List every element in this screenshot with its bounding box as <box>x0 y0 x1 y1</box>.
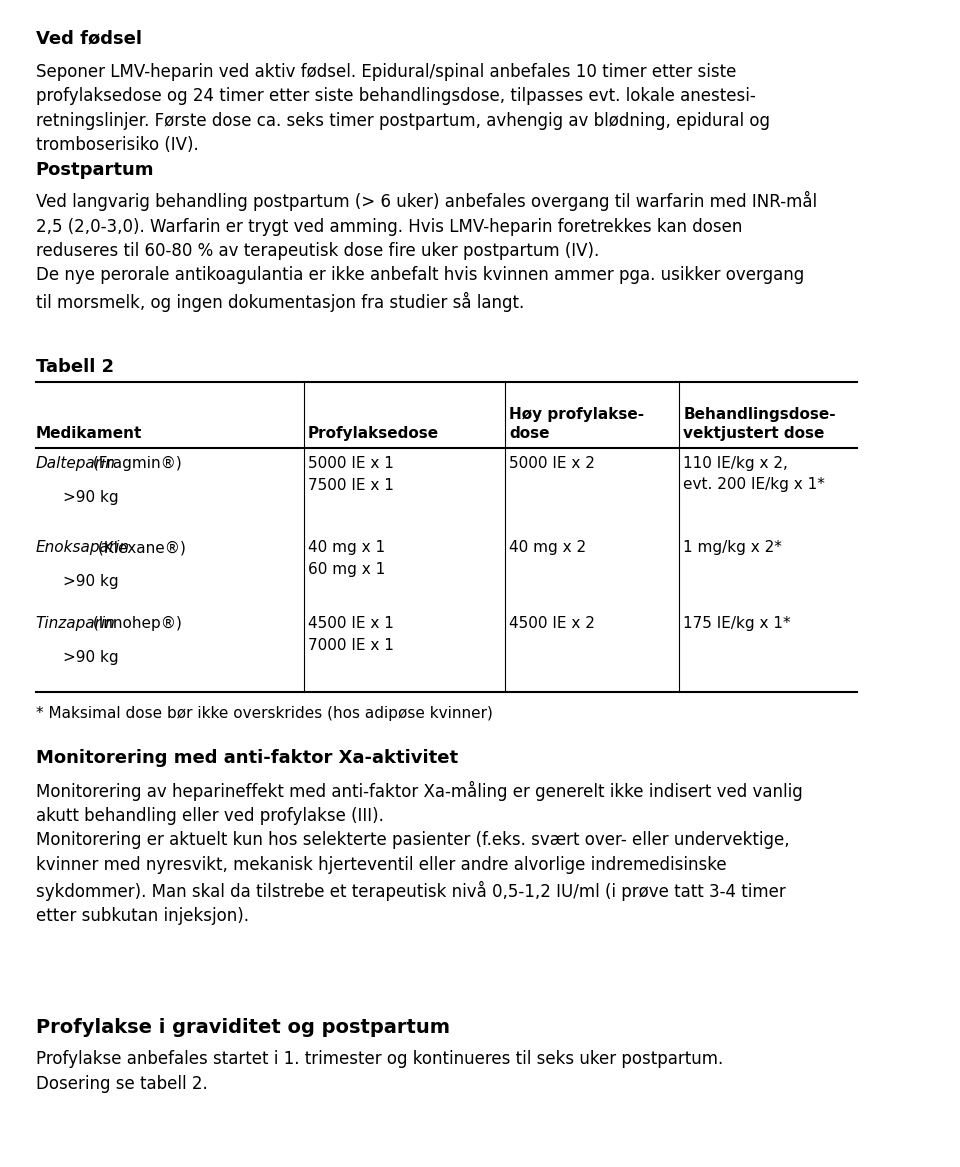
Text: 4500 IE x 1
7000 IE x 1: 4500 IE x 1 7000 IE x 1 <box>308 616 394 652</box>
Text: 175 IE/kg x 1*: 175 IE/kg x 1* <box>684 616 791 631</box>
Text: >90 kg: >90 kg <box>62 574 118 589</box>
Text: Profylakse i graviditet og postpartum: Profylakse i graviditet og postpartum <box>36 1018 449 1036</box>
Text: 4500 IE x 2: 4500 IE x 2 <box>509 616 595 631</box>
Text: Postpartum: Postpartum <box>36 161 155 179</box>
Text: 40 mg x 1
60 mg x 1: 40 mg x 1 60 mg x 1 <box>308 540 385 576</box>
Text: 5000 IE x 1
7500 IE x 1: 5000 IE x 1 7500 IE x 1 <box>308 456 394 492</box>
Text: Ved fødsel: Ved fødsel <box>36 29 142 47</box>
Text: Monitorering med anti-faktor Xa-aktivitet: Monitorering med anti-faktor Xa-aktivite… <box>36 749 458 767</box>
Text: 110 IE/kg x 2,
evt. 200 IE/kg x 1*: 110 IE/kg x 2, evt. 200 IE/kg x 1* <box>684 456 825 491</box>
Text: (Klexane®): (Klexane®) <box>93 540 185 555</box>
Text: Monitorering av heparineffekt med anti-faktor Xa-måling er generelt ikke indiser: Monitorering av heparineffekt med anti-f… <box>36 781 803 925</box>
Text: Profylakse anbefales startet i 1. trimester og kontinueres til seks uker postpar: Profylakse anbefales startet i 1. trimes… <box>36 1050 723 1092</box>
Text: (Innohep®): (Innohep®) <box>87 616 181 631</box>
Text: 1 mg/kg x 2*: 1 mg/kg x 2* <box>684 540 782 555</box>
Text: Behandlingsdose-
vektjustert dose: Behandlingsdose- vektjustert dose <box>684 407 836 441</box>
Text: >90 kg: >90 kg <box>62 650 118 665</box>
Text: 40 mg x 2: 40 mg x 2 <box>509 540 587 555</box>
Text: Profylaksedose: Profylaksedose <box>308 426 440 441</box>
Text: Tabell 2: Tabell 2 <box>36 358 114 376</box>
Text: 5000 IE x 2: 5000 IE x 2 <box>509 456 595 471</box>
Text: Høy profylakse-
dose: Høy profylakse- dose <box>509 407 644 441</box>
Text: Medikament: Medikament <box>36 426 142 441</box>
Text: * Maksimal dose bør ikke overskrides (hos adipøse kvinner): * Maksimal dose bør ikke overskrides (ho… <box>36 706 492 721</box>
Text: (Fragmin®): (Fragmin®) <box>87 456 181 471</box>
Text: Tinzaparin: Tinzaparin <box>36 616 115 631</box>
Text: Seponer LMV-heparin ved aktiv fødsel. Epidural/spinal anbefales 10 timer etter s: Seponer LMV-heparin ved aktiv fødsel. Ep… <box>36 63 770 154</box>
Text: >90 kg: >90 kg <box>62 490 118 505</box>
Text: Dalteparin: Dalteparin <box>36 456 115 471</box>
Text: Enoksaparin: Enoksaparin <box>36 540 130 555</box>
Text: Ved langvarig behandling postpartum (> 6 uker) anbefales overgang til warfarin m: Ved langvarig behandling postpartum (> 6… <box>36 191 817 312</box>
